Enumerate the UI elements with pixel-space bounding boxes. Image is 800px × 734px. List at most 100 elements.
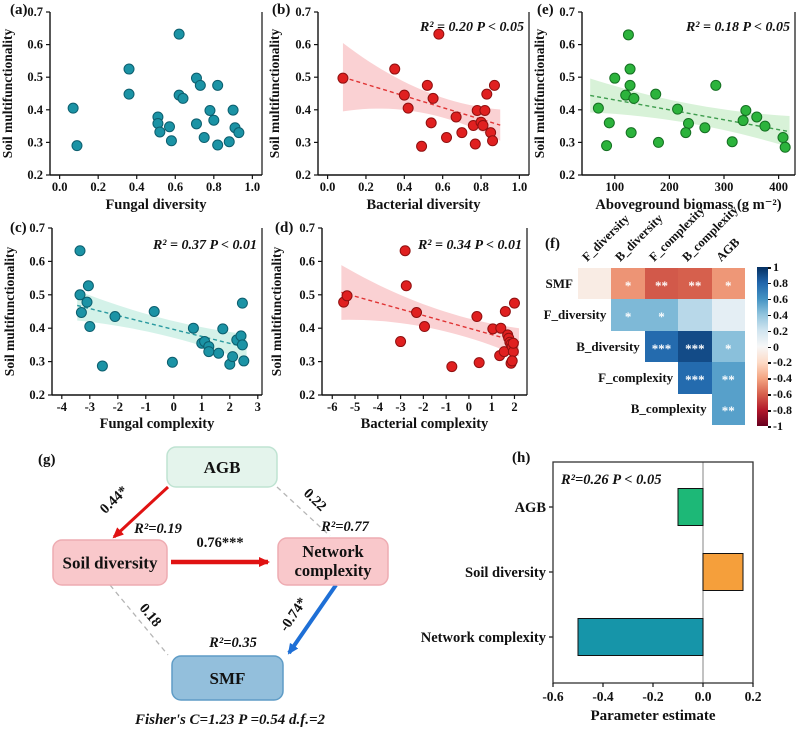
colorbar-tick bbox=[768, 346, 771, 348]
colorbar-tick bbox=[768, 378, 771, 380]
sem-r2-label: R²=0.35 bbox=[208, 635, 257, 651]
data-point bbox=[473, 357, 485, 369]
sem-node-label: Network complexity bbox=[295, 542, 373, 580]
y-tick-label: 0.6 bbox=[559, 38, 575, 52]
x-tick-label: 0.0 bbox=[52, 180, 68, 194]
sem-r2-label: R²=0.19 bbox=[133, 521, 182, 537]
data-point bbox=[507, 337, 519, 349]
sem-edge-label: 0.76*** bbox=[196, 535, 243, 551]
sem-edge-label: 0.22 bbox=[300, 486, 329, 515]
x-tick-label: -4 bbox=[57, 400, 68, 414]
data-point bbox=[236, 339, 248, 351]
y-tick-label: 0.7 bbox=[27, 5, 43, 19]
panel-g: (g) 0.44* 0.22 0.76*** 0.18 -0.74* AGB Soil di… bbox=[0, 434, 430, 734]
data-point bbox=[499, 306, 511, 317]
data-point bbox=[726, 136, 738, 148]
colorbar-tick-label: -1 bbox=[773, 419, 783, 433]
data-point bbox=[481, 88, 493, 100]
heatmap-row-label: B_diversity bbox=[576, 338, 640, 354]
y-axis-label: Soil multifunctionality bbox=[269, 247, 284, 377]
significance-stars: * bbox=[624, 309, 632, 325]
data-point bbox=[609, 72, 621, 84]
panel-h: (h) AGB Soil diversity Network complexity -… bbox=[421, 434, 800, 734]
data-point bbox=[96, 360, 108, 372]
y-tick-label: 0.7 bbox=[29, 221, 45, 235]
panel-label-e: (e) bbox=[537, 2, 554, 18]
data-point bbox=[208, 114, 220, 126]
x-tick-label: 0.0 bbox=[320, 180, 336, 194]
significance-stars: * bbox=[658, 309, 665, 325]
data-point bbox=[506, 355, 518, 367]
colorbar-tick bbox=[768, 330, 771, 333]
x-axis-label: Fungal complexity bbox=[100, 416, 216, 432]
sem-edge-label: 0.18 bbox=[136, 601, 165, 631]
y-axis-label: Soil multifunctionality bbox=[267, 29, 282, 159]
y-tick-label: 0.3 bbox=[295, 135, 311, 149]
scatter-plot-d: -6 -5 -4 -3 -2 -1 0 1 2 0.2 0.3 0.4 0.5 0.6 0.7 Bacteri… bbox=[269, 221, 528, 432]
sem-node-label: AGB bbox=[204, 458, 241, 477]
data-point bbox=[203, 346, 215, 358]
data-point bbox=[421, 79, 433, 91]
x-tick-label: -0.2 bbox=[642, 689, 664, 704]
colorbar-tick-label: 0.6 bbox=[773, 291, 788, 306]
x-tick-label: 0.8 bbox=[473, 180, 489, 194]
data-point bbox=[82, 280, 94, 292]
x-tick-label: 3 bbox=[255, 400, 261, 414]
data-point bbox=[508, 297, 520, 309]
stats-annotation: R² = 0.37 P < 0.01 bbox=[152, 238, 257, 253]
correlation-heatmap: F_diversity B_diversity F_complexity B_comp… bbox=[533, 196, 800, 440]
data-point bbox=[495, 322, 507, 334]
data-point bbox=[238, 355, 250, 367]
y-tick-label: 0.5 bbox=[299, 288, 315, 302]
data-point bbox=[471, 311, 483, 323]
regression-line bbox=[77, 304, 247, 349]
data-point bbox=[650, 88, 662, 100]
y-tick-label: 0.5 bbox=[27, 70, 43, 84]
scatter-plot-a: 0.0 0.2 0.4 0.6 0.8 1.0 0.2 0.3 0.4 0.5 0.6 0.7 Fung… bbox=[0, 5, 263, 213]
panel-label-h: (h) bbox=[512, 450, 531, 466]
data-point bbox=[337, 72, 349, 84]
y-tick-label: 0.4 bbox=[295, 103, 311, 117]
heatmap-cell bbox=[711, 268, 745, 300]
heatmap-col-label: AGB bbox=[712, 235, 743, 265]
significance-stars: *** bbox=[651, 340, 672, 356]
data-point bbox=[456, 127, 468, 139]
colorbar-tick bbox=[768, 410, 771, 412]
x-tick-label: -3 bbox=[395, 400, 405, 414]
significance-stars: ** bbox=[688, 277, 702, 293]
heatmap-row-label: SMF bbox=[545, 275, 573, 291]
data-point bbox=[204, 104, 216, 116]
x-tick-label: 300 bbox=[715, 180, 734, 194]
panel-label-a: (a) bbox=[10, 2, 28, 18]
data-point bbox=[173, 28, 185, 40]
panel-label-g: (g) bbox=[38, 452, 56, 468]
stats-annotation: R² = 0.34 P < 0.01 bbox=[417, 238, 522, 253]
sem-edge-agb-soil bbox=[112, 485, 170, 539]
data-point bbox=[223, 136, 235, 148]
colorbar-tick bbox=[768, 314, 771, 317]
y-tick-label: 0.4 bbox=[29, 321, 45, 335]
x-tick-label: 100 bbox=[605, 180, 624, 194]
data-point bbox=[123, 88, 135, 100]
data-point bbox=[194, 79, 206, 91]
colorbar-tick bbox=[768, 394, 771, 396]
y-tick-label: 0.7 bbox=[295, 5, 311, 19]
y-tick-label: 0.3 bbox=[29, 355, 45, 369]
colorbar-tick-label: 0 bbox=[773, 339, 779, 354]
y-tick-label: 0.4 bbox=[27, 103, 43, 117]
panel-e: (e) 100 200 300 400 0.2 0.3 0.4 0.5 0.6 0.7 Aboveg… bbox=[532, 0, 800, 216]
data-point bbox=[737, 115, 749, 127]
panel-label-d: (d) bbox=[275, 220, 294, 236]
data-point bbox=[777, 132, 789, 144]
y-tick-label: 0.2 bbox=[295, 168, 311, 182]
data-point bbox=[236, 297, 248, 309]
significance-stars: * bbox=[725, 340, 732, 356]
heatmap-row-label: F_complexity bbox=[598, 369, 674, 385]
x-tick-label: 0.4 bbox=[129, 180, 145, 194]
data-point bbox=[187, 322, 199, 334]
x-tick-label: -3 bbox=[85, 400, 95, 414]
data-point bbox=[622, 29, 634, 41]
heatmap-cell bbox=[678, 268, 712, 300]
scatter-plot-b: 0.0 0.2 0.4 0.6 0.8 1.0 0.2 0.3 0.4 0.5 0.6 0.7 Bact… bbox=[267, 5, 530, 213]
panel-a: (a) 0.0 0.2 0.4 0.6 0.8 1.0 0.2 0.3 0.4 0.5 0.6 0.7… bbox=[0, 0, 265, 216]
